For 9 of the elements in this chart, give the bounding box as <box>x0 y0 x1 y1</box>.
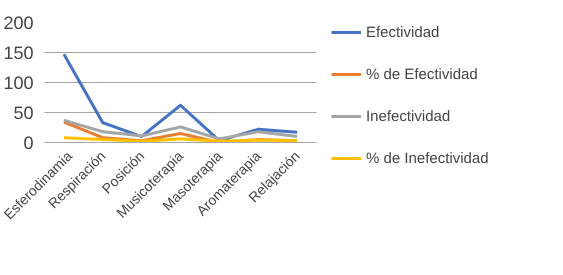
y-tick-label: 0 <box>23 133 34 153</box>
legend-label: Efectividad <box>366 24 440 40</box>
legend-label: % de Efectividad <box>366 66 478 82</box>
y-tick-label: 50 <box>13 103 34 123</box>
y-tick-label: 100 <box>3 73 34 93</box>
y-tick-label: 150 <box>3 43 34 63</box>
y-tick-label: 200 <box>3 13 34 33</box>
legend-label: Inefectividad <box>366 108 450 124</box>
legend-label: % de Inefectividad <box>366 150 489 166</box>
